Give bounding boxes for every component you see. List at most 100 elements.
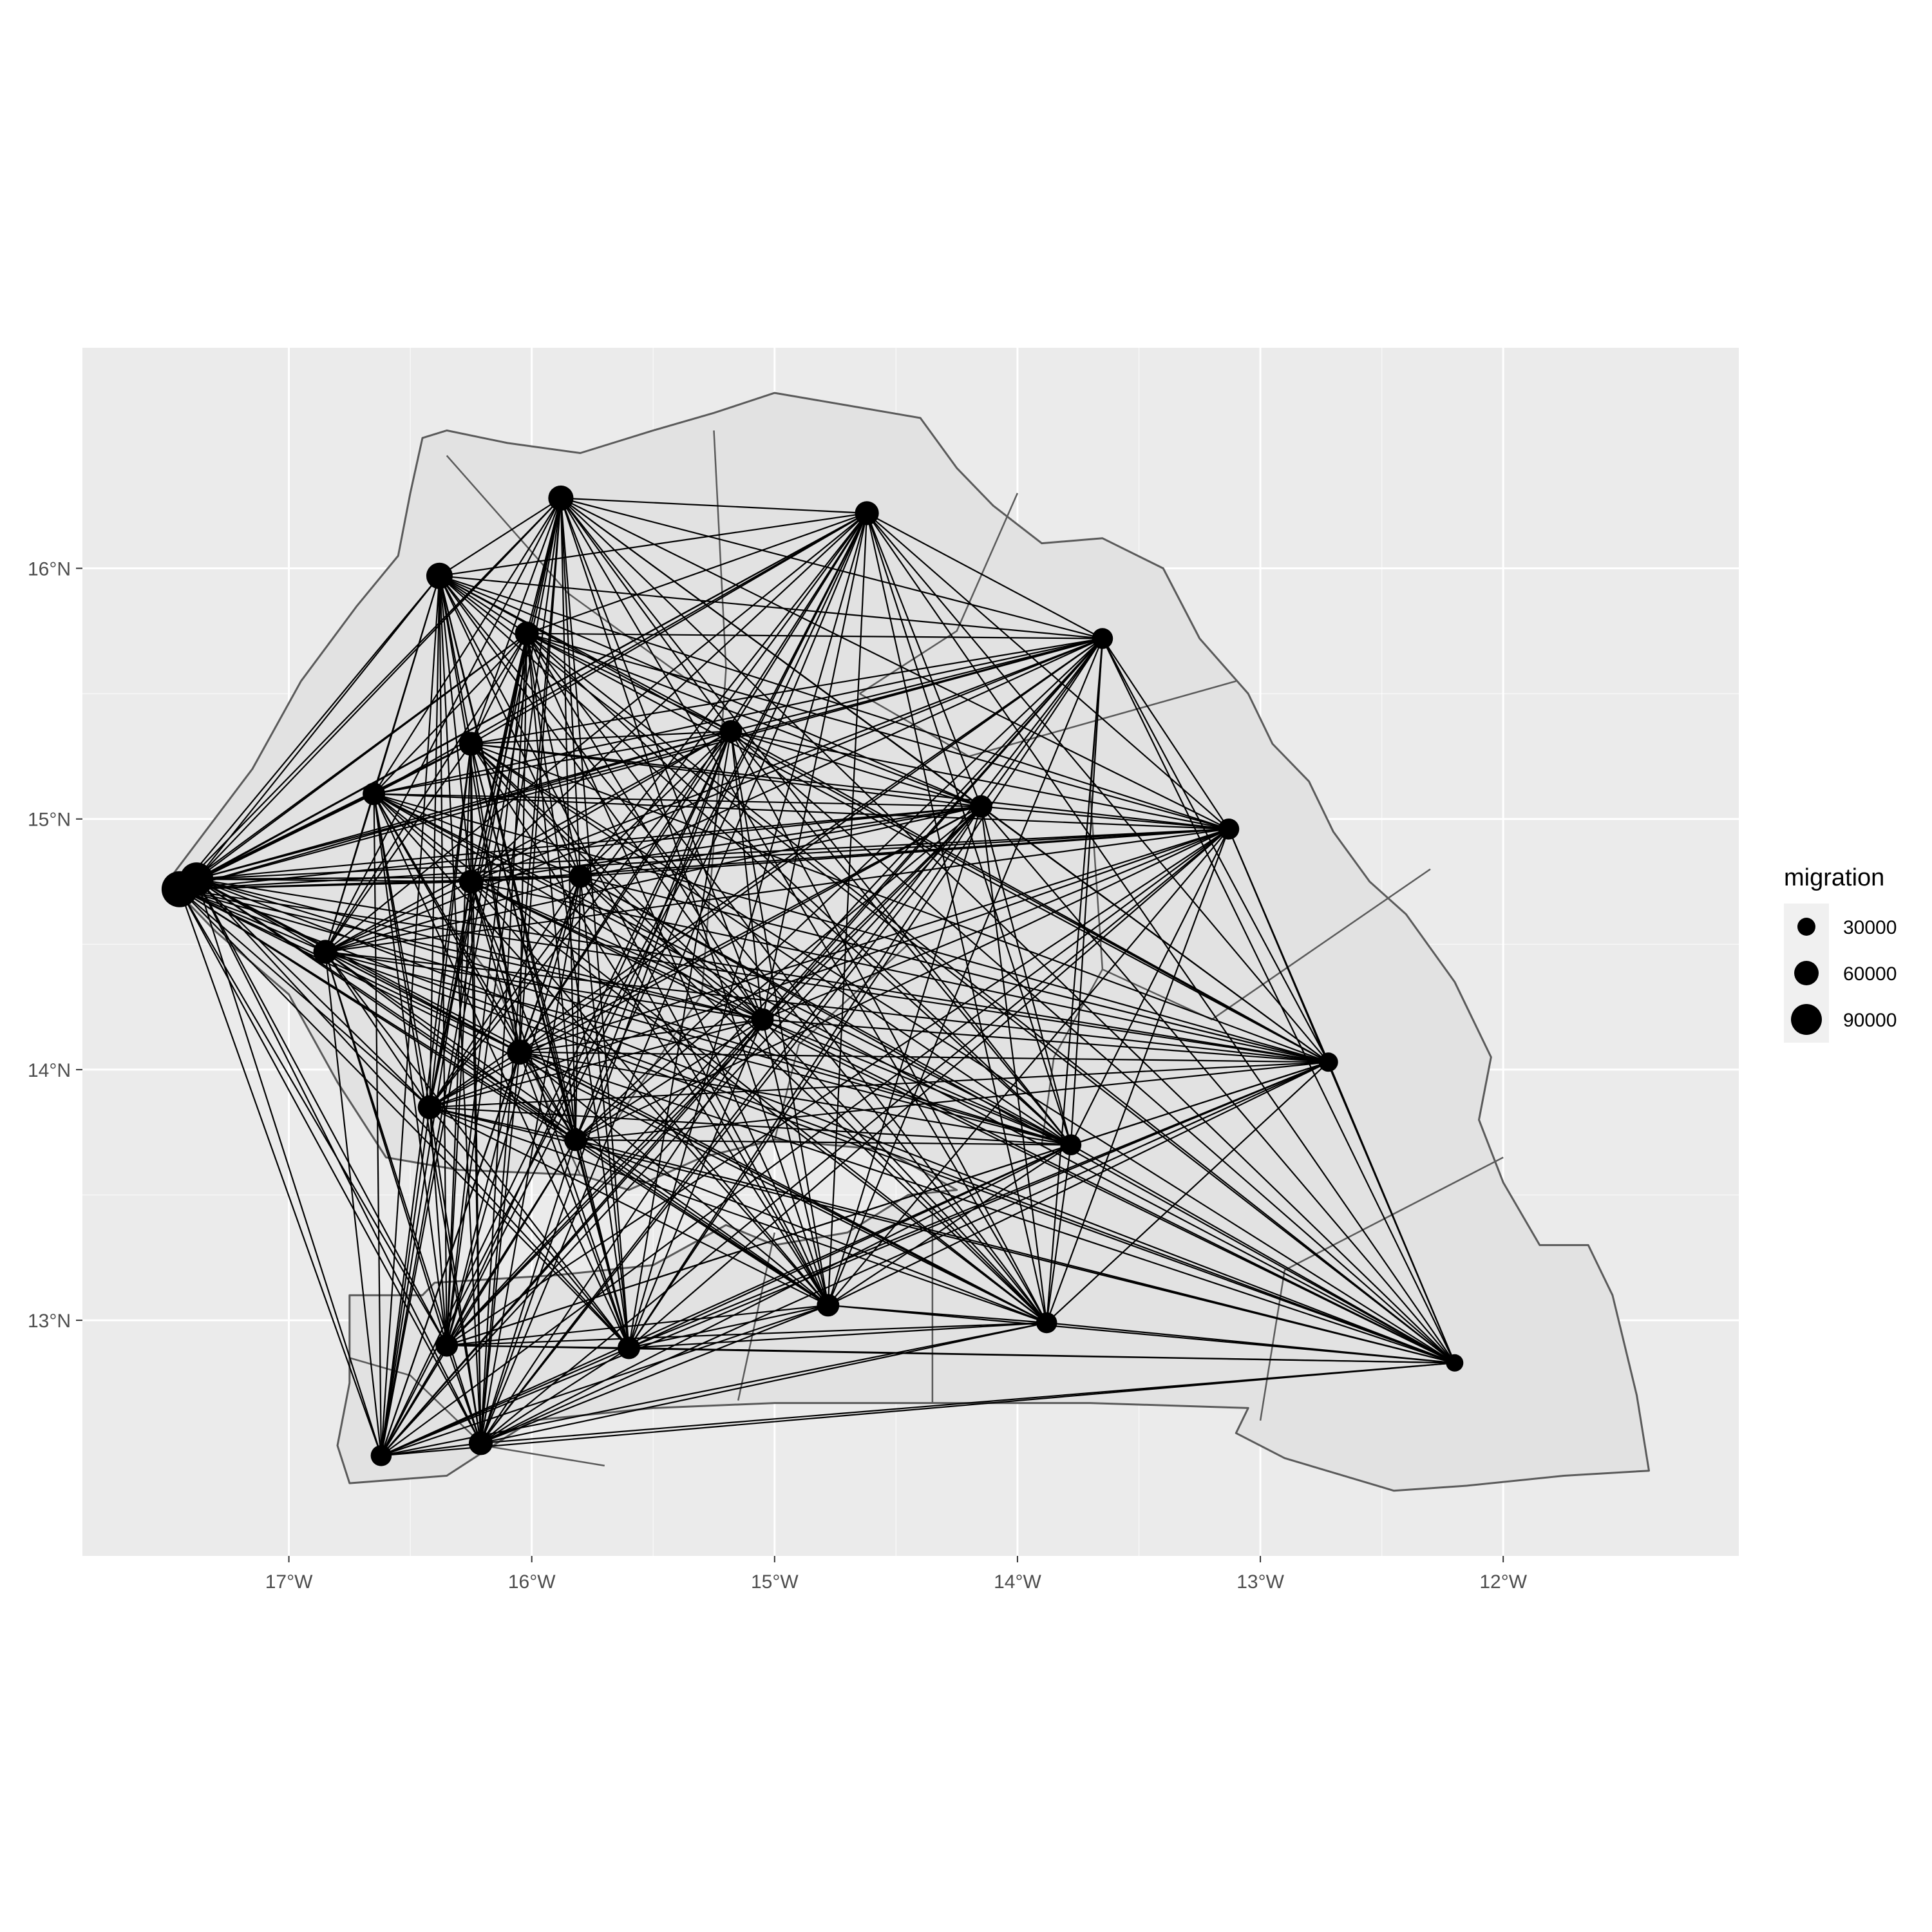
flow-line [575, 1139, 1455, 1364]
flow-line [1101, 638, 1329, 1063]
node-point [363, 782, 386, 806]
flow-line [470, 881, 576, 1141]
flow-line [374, 793, 763, 1021]
flow-line [429, 1107, 448, 1346]
flow-line [381, 1144, 1072, 1457]
flow-line [580, 876, 829, 1306]
flow-line [439, 575, 1048, 1323]
x-tick-label: 12°W [1479, 1571, 1527, 1593]
flow-line [429, 881, 472, 1108]
flow-line [196, 512, 867, 880]
flow-line [480, 1019, 763, 1444]
flow-line [730, 731, 764, 1020]
flow-line [629, 1061, 1329, 1349]
flow-line [480, 1139, 576, 1444]
flow-line [480, 1052, 520, 1444]
flow-line [527, 632, 1103, 639]
flow-line [429, 633, 528, 1108]
flow-line [196, 878, 630, 1349]
admin-boundary [737, 1232, 776, 1401]
flow-line [574, 638, 1103, 1141]
flow-line [1070, 828, 1229, 1146]
flow-line [325, 876, 581, 953]
flow-line [1046, 1321, 1455, 1364]
flow-line [374, 793, 1455, 1364]
node-point [459, 732, 484, 756]
flow-line [196, 878, 431, 1108]
node-point [855, 501, 879, 526]
flow-line [446, 1345, 1455, 1364]
flow-line [480, 1362, 1455, 1444]
flow-line [429, 638, 1103, 1108]
flow-line [470, 881, 1455, 1364]
flow-line [761, 513, 868, 1020]
flow-line [580, 876, 763, 1020]
flow-line [429, 1051, 520, 1108]
flow-line [980, 806, 1072, 1145]
legend-key-60000 [1794, 961, 1819, 985]
flow-line [374, 793, 1329, 1063]
admin-boundary [713, 430, 727, 844]
flow-line [430, 1061, 1329, 1108]
flow-line [471, 876, 581, 883]
flow-line [429, 1106, 829, 1306]
flow-line [471, 743, 1329, 1063]
flow-line [470, 633, 528, 882]
flow-line [580, 513, 867, 877]
flow-line [373, 793, 630, 1349]
node-point [1060, 1134, 1082, 1155]
x-tick-label: 16°W [508, 1571, 556, 1593]
flow-line [480, 1321, 1047, 1444]
node-point [370, 1445, 392, 1466]
flow-line [429, 1106, 630, 1349]
flow-line [373, 497, 562, 795]
flow-line [560, 497, 1229, 830]
flow-line [446, 1304, 828, 1347]
flow-line [196, 632, 527, 880]
flow-line [196, 878, 382, 1456]
flow-line [179, 828, 1229, 890]
flow-line [575, 1019, 763, 1141]
node-point [507, 1039, 533, 1065]
flow-line [429, 876, 582, 1108]
flow-line [470, 513, 867, 882]
flow-line [866, 513, 982, 807]
y-tick-label: 15°N [28, 810, 71, 831]
flow-line [373, 793, 382, 1456]
flow-line [380, 1345, 448, 1456]
flow-line [480, 828, 1229, 1444]
flow-line [325, 806, 981, 953]
flow-line [325, 951, 630, 1349]
flow-line [439, 575, 1455, 1364]
flow-line [580, 638, 1103, 878]
flow-line [325, 951, 1455, 1364]
node-point [548, 485, 574, 511]
node-point [969, 795, 992, 818]
node-point [719, 720, 743, 743]
flow-line [526, 632, 1229, 830]
flow-line [1046, 1061, 1329, 1323]
flow-line [574, 806, 982, 1141]
x-tick-label: 15°W [751, 1571, 799, 1593]
y-tick-label: 14°N [28, 1060, 71, 1081]
node-point [515, 621, 539, 646]
flow-line [374, 793, 981, 808]
flow-line [373, 793, 448, 1346]
flow-line [325, 951, 482, 1444]
legend-title: migration [1784, 864, 1884, 891]
flow-line [439, 576, 520, 1052]
flow-line [730, 730, 1455, 1364]
flow-line [446, 1321, 1047, 1347]
flow-line [629, 1304, 829, 1349]
flow-line [980, 806, 1048, 1323]
legend-label-60000: 60000 [1843, 963, 1897, 985]
flow-line [1327, 1061, 1455, 1363]
flow-line [828, 1144, 1072, 1306]
flow-line [179, 575, 440, 890]
flow-line [580, 876, 1329, 1063]
flow-line [575, 828, 1229, 1141]
flow-line [761, 1019, 829, 1306]
flow-line [519, 806, 981, 1053]
flow-line [325, 793, 375, 952]
flow-line [1046, 828, 1230, 1323]
